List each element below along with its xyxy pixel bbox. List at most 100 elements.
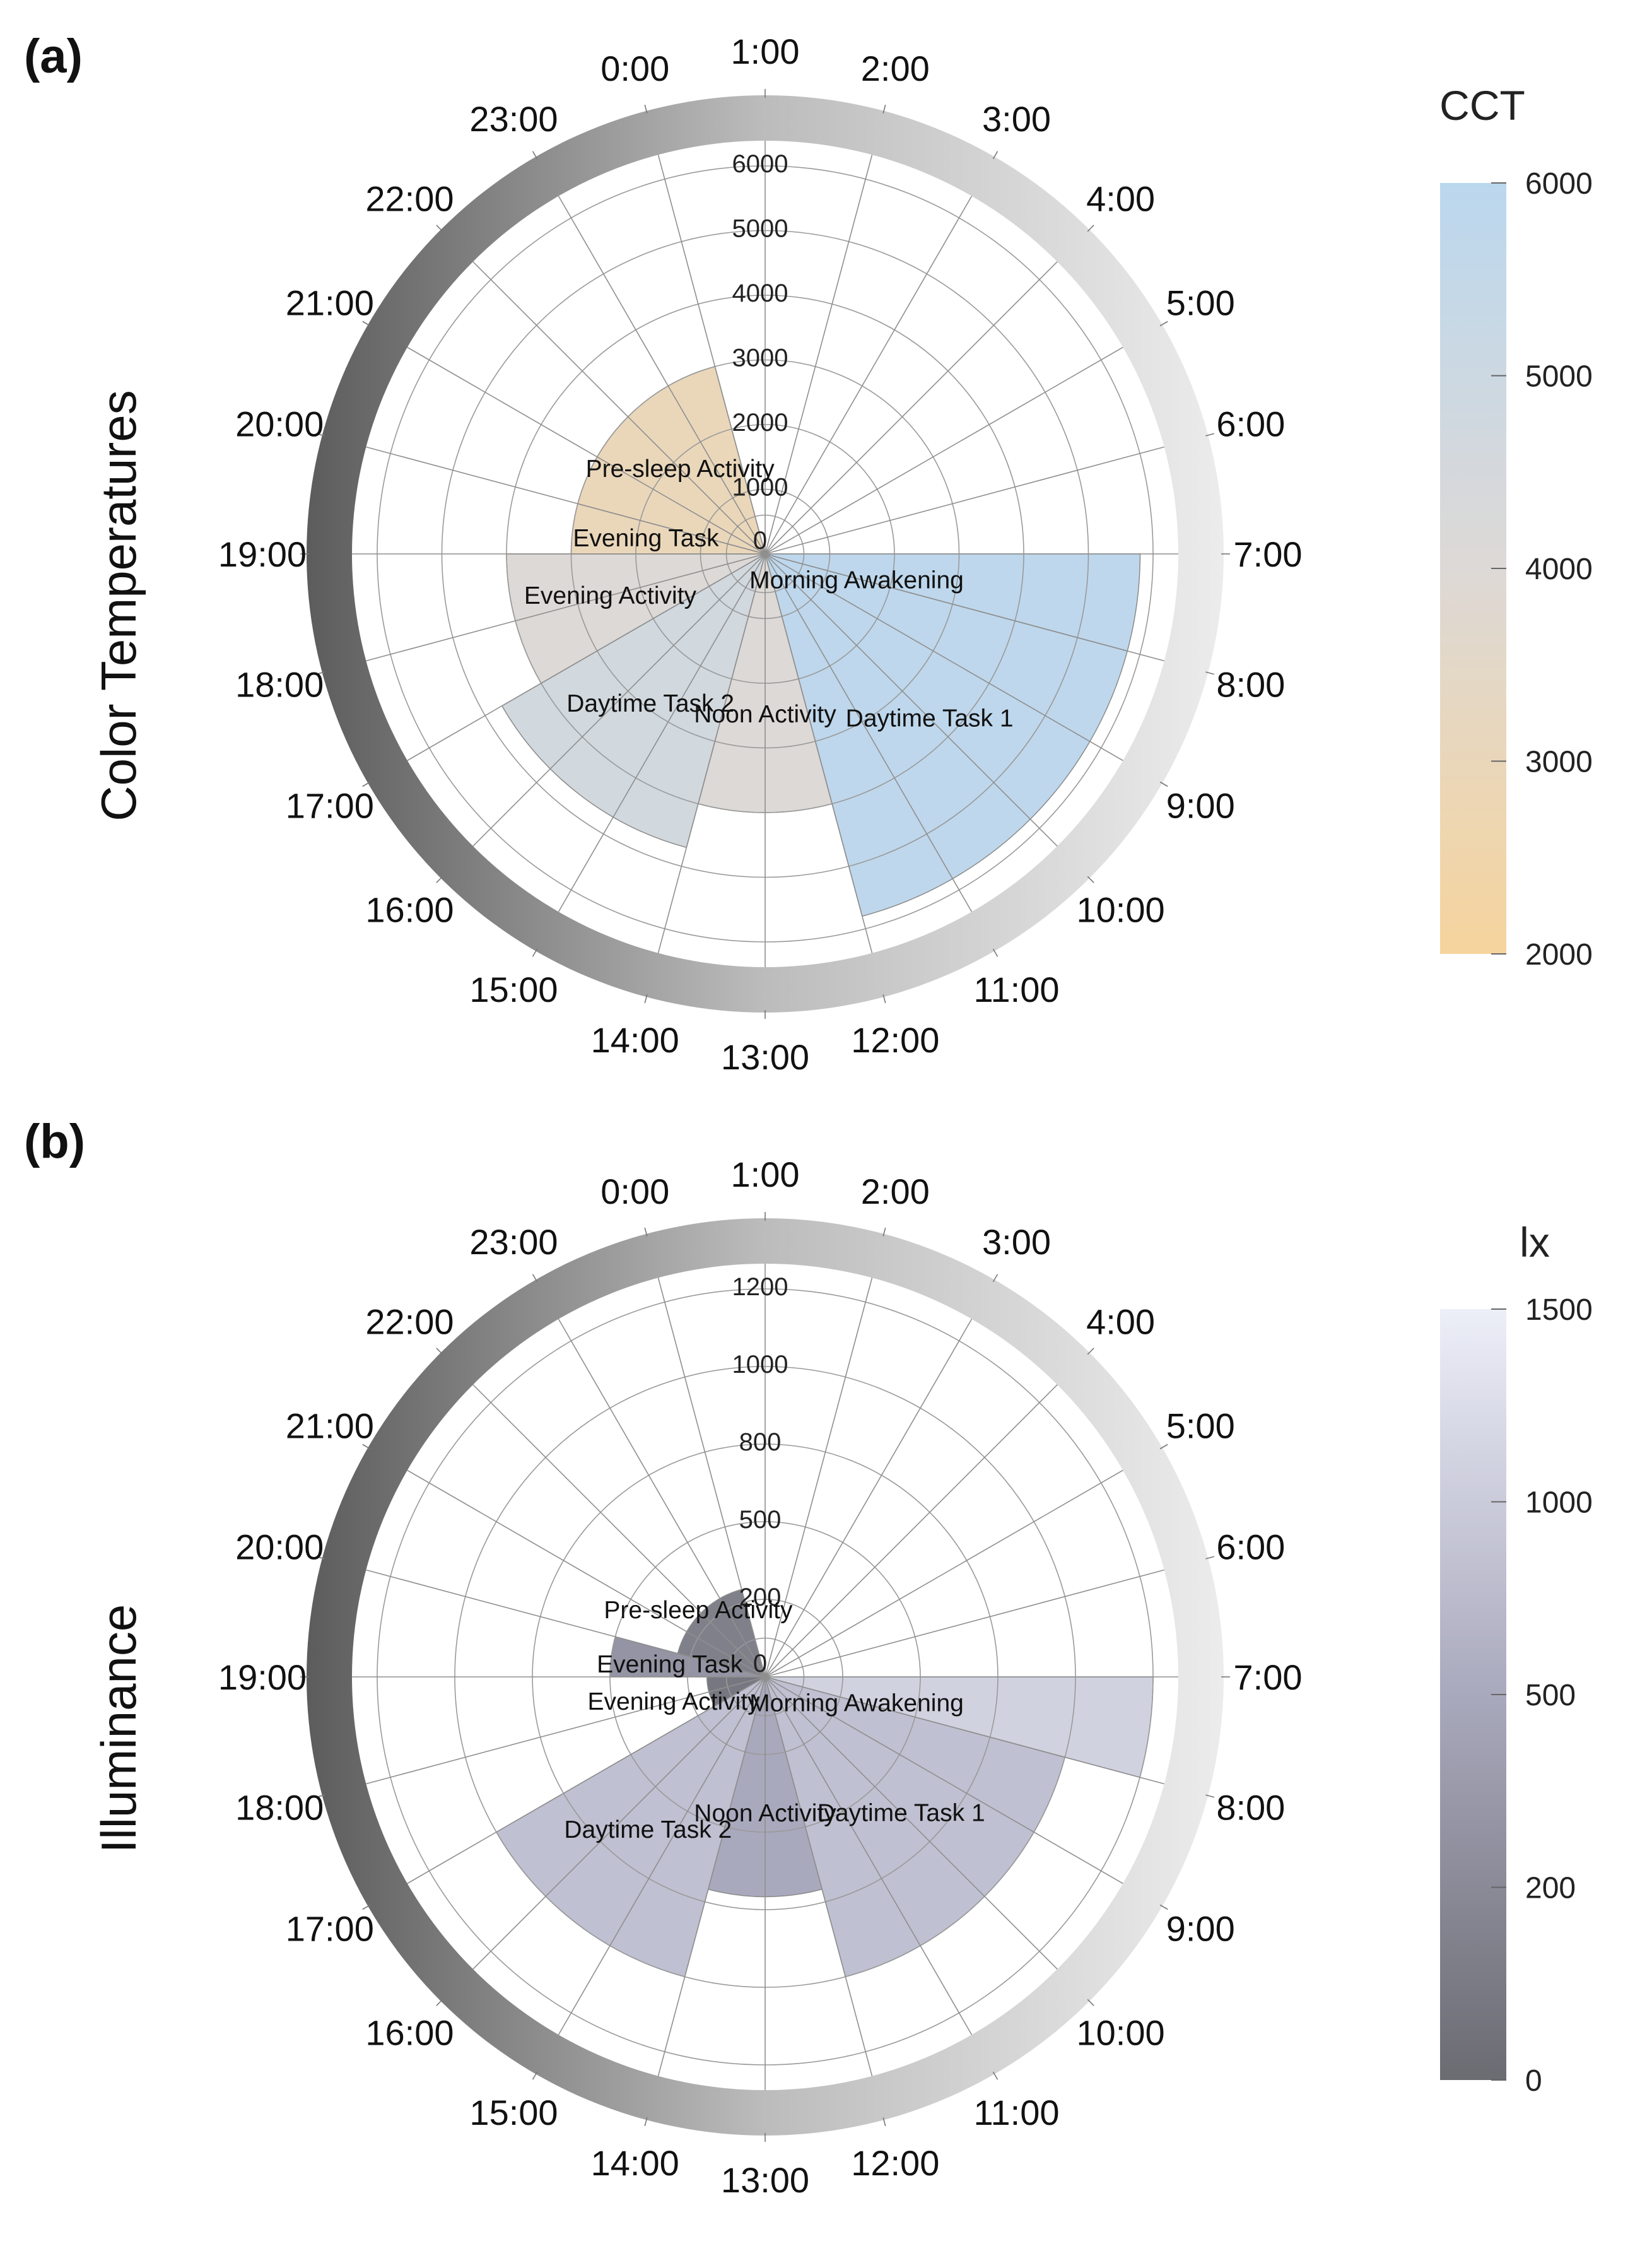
radial-tick-label: 1000 [732, 474, 788, 502]
colorbar-tick-label: 5000 [1525, 360, 1593, 394]
grid-spoke [764, 155, 873, 555]
hour-tick [992, 948, 999, 957]
hour-label: 23:00 [469, 1222, 558, 1262]
hour-label: 14:00 [591, 1020, 679, 1060]
hour-tick [532, 2071, 538, 2080]
hour-label: 10:00 [1076, 890, 1164, 930]
hour-tick [992, 1274, 999, 1283]
hour-tick [882, 2117, 886, 2127]
grid-spoke [407, 1676, 766, 1884]
hour-label: 1:00 [731, 32, 800, 71]
grid-spoke [764, 446, 1164, 555]
radial-tick-label: 200 [739, 1584, 782, 1611]
hour-label: 20:00 [235, 404, 324, 444]
hour-tick [644, 2117, 648, 2127]
colorbar-title-b: lx [1520, 1219, 1550, 1266]
hour-label: 11:00 [974, 970, 1060, 1009]
sector-label: Daytime Task 2 [566, 690, 734, 717]
grid-spoke [657, 1278, 766, 1678]
hour-tick [532, 151, 538, 160]
grid-spoke [558, 196, 766, 555]
hour-label: 7:00 [1234, 534, 1303, 574]
hour-label: 21:00 [286, 283, 374, 323]
hour-label: 8:00 [1216, 1787, 1285, 1827]
hour-label: 7:00 [1234, 1657, 1303, 1697]
panel-label-b: (b) [24, 1115, 85, 1168]
hour-label: 2:00 [861, 49, 930, 88]
hour-tick [1087, 1999, 1094, 2006]
sector-label: Pre-sleep Activity [586, 455, 775, 483]
grid-spoke [657, 1676, 766, 2076]
hour-label: 16:00 [365, 890, 454, 930]
radial-tick-label: 3000 [732, 344, 788, 372]
sector-label: Morning Awakening [749, 567, 964, 594]
hour-tick [1159, 781, 1168, 787]
colorbar-tick-label: 1500 [1525, 1293, 1593, 1327]
y-axis-label-a: Color Temperatures [91, 390, 146, 821]
hour-label: 13:00 [721, 2160, 809, 2200]
hour-tick [436, 1348, 443, 1355]
radial-tick-label: 4000 [732, 279, 788, 307]
hour-tick [362, 1443, 371, 1450]
hour-label: 23:00 [469, 99, 558, 139]
hour-label: 21:00 [286, 1406, 374, 1446]
hour-label: 19:00 [218, 534, 307, 574]
hour-tick [532, 1274, 538, 1283]
colorbar-title-a: CCT [1439, 82, 1525, 129]
grid-spoke [407, 1469, 766, 1678]
hour-tick [1087, 225, 1094, 232]
hour-tick [1087, 876, 1094, 883]
grid-spoke [407, 553, 766, 761]
colorbar-a: CCT 6000 5000 4000 3000 2000 [1439, 82, 1593, 972]
colorbar-tick-label: 4000 [1525, 553, 1593, 586]
sector-label: Evening Activity [524, 582, 697, 609]
grid-spoke [366, 1676, 766, 1785]
hour-label: 15:00 [469, 2093, 558, 2132]
hour-label: 19:00 [218, 1657, 307, 1697]
hour-label: 12:00 [851, 2143, 939, 2183]
radial-tick-label: 0 [753, 527, 767, 555]
hour-tick [1205, 1794, 1215, 1798]
hour-tick [532, 948, 538, 957]
hour-label: 17:00 [286, 1909, 374, 1949]
colorbar-tick-label: 200 [1525, 1872, 1576, 1905]
grid-spoke [558, 553, 766, 912]
hour-tick [315, 1794, 325, 1798]
radial-tick-label: 1000 [732, 1351, 788, 1378]
panel-b: (b) Illuminance 0 200 500 800 1000 1200 0:00 1:… [24, 1115, 1593, 2200]
colorbar-tick-label: 500 [1525, 1679, 1576, 1712]
hour-label: 9:00 [1166, 1909, 1235, 1949]
hour-label: 10:00 [1076, 2013, 1164, 2053]
hour-label: 5:00 [1166, 1406, 1235, 1446]
grid-spoke [657, 155, 766, 555]
grid-spoke [764, 553, 1123, 761]
colorbar-tick-label: 6000 [1525, 167, 1593, 201]
grid-spoke [657, 553, 766, 953]
sector-label: Daytime Task 1 [846, 705, 1014, 732]
hour-tick [1159, 320, 1168, 327]
grid-spoke [764, 1469, 1123, 1678]
sector-label: Daytime Task 2 [564, 1816, 732, 1843]
grid-spoke [472, 1384, 766, 1678]
hour-label: 1:00 [731, 1155, 800, 1194]
hour-tick [644, 994, 648, 1004]
grid-spoke [764, 261, 1058, 555]
radial-tick-label: 800 [739, 1428, 782, 1456]
grid-spoke [764, 1319, 973, 1678]
sector-group [495, 1589, 1154, 1978]
hour-tick [436, 1999, 443, 2006]
hour-tick [992, 2071, 999, 2080]
sector-label: Evening Task [597, 1651, 743, 1678]
sector-label: Noon Activity [694, 701, 836, 728]
radial-tick-label: 1200 [732, 1273, 788, 1301]
grid-spoke [764, 1384, 1058, 1678]
grid-spoke [764, 1676, 1164, 1785]
hour-label: 9:00 [1166, 786, 1235, 826]
grid-spoke [764, 1676, 1123, 1884]
hour-label: 18:00 [235, 664, 324, 704]
hour-label: 2:00 [861, 1172, 930, 1211]
colorbar-tick-label: 3000 [1525, 746, 1593, 779]
grid-spoke [764, 1278, 873, 1678]
hour-label: 11:00 [974, 2093, 1060, 2132]
